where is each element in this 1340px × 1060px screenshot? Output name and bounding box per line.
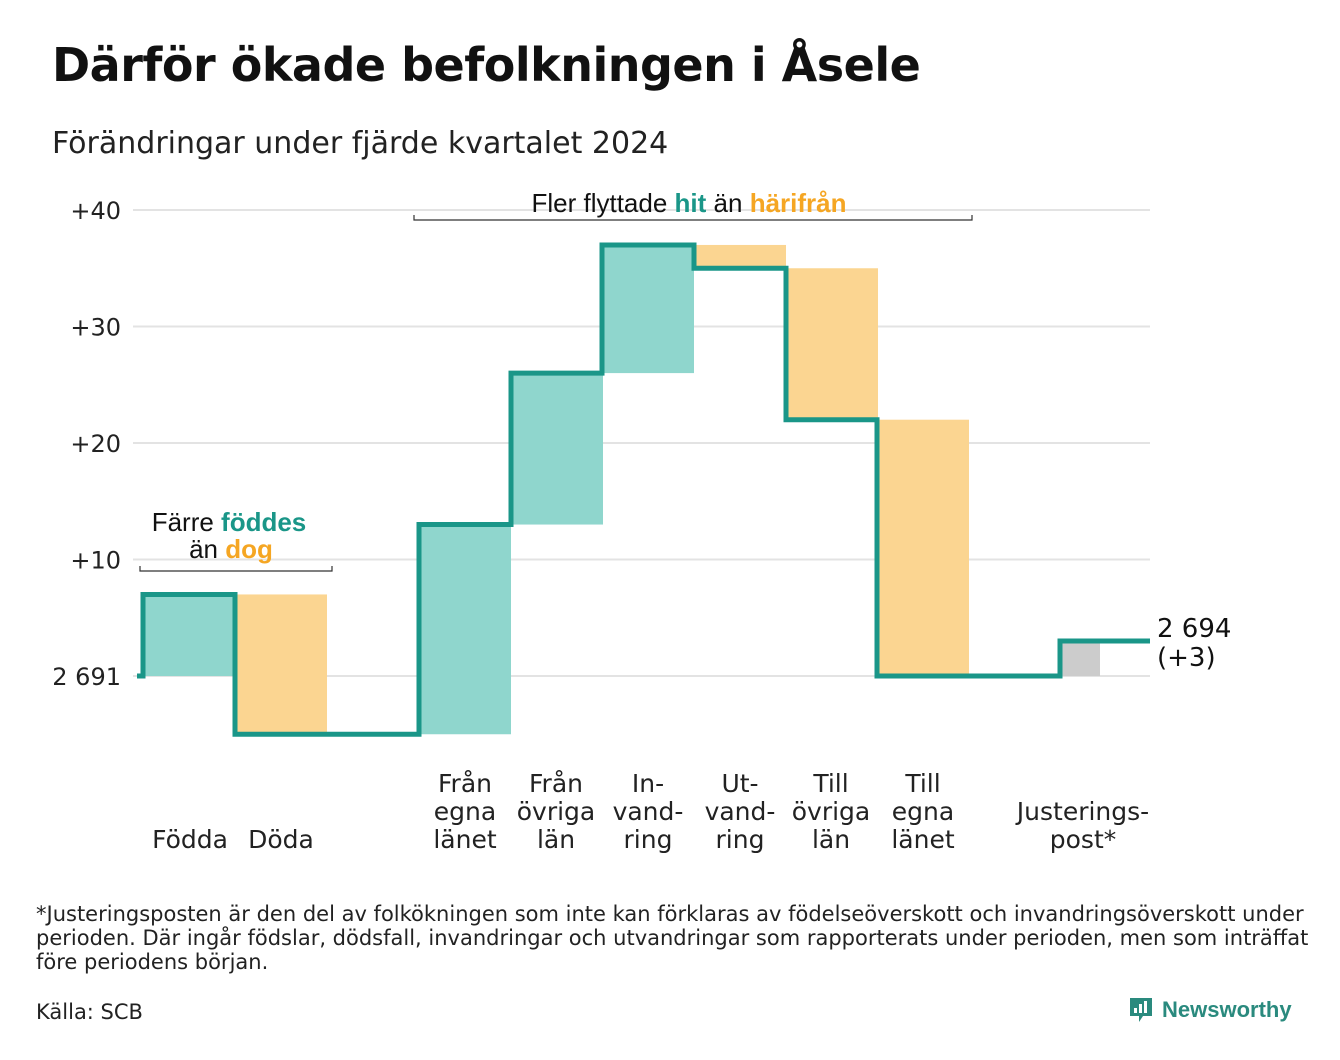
newsworthy-logo-icon [1130,998,1152,1022]
category-label: Döda [248,825,314,854]
category-label: Till [812,769,848,798]
category-label: övriga [792,797,871,826]
births-annotation-line1: Färre föddes [152,507,307,537]
category-label: egna [892,797,954,826]
y-tick-label: +20 [70,430,121,458]
annotation-text: Fler flyttade [531,188,674,218]
category-label: vand- [705,797,776,826]
bar [419,524,511,735]
category-label: Till [904,769,940,798]
bar [786,268,878,420]
y-tick-label: +10 [70,547,121,575]
category-label: post* [1050,825,1117,854]
category-label: län [812,825,850,854]
y-tick-label: +30 [70,314,121,342]
annotation-text: än [189,534,225,564]
footnote: *Justeringsposten är den del av folkökni… [36,902,1309,974]
bar [235,594,327,735]
category-label: In- [632,769,664,798]
births-bracket [139,566,333,572]
migration-annotation: Fler flyttade hit än härifrån [531,188,846,218]
category-label: ring [624,825,673,854]
category-label: länet [891,825,954,854]
category-label: Från [438,769,492,798]
bar [511,373,603,525]
annotation-text: Färre [152,507,221,537]
bar [602,244,694,374]
category-label: Justerings- [1015,797,1149,826]
chart-title: Därför ökade befolkningen i Åsele [52,38,921,92]
bar [694,244,786,269]
category-label: Födda [152,825,228,854]
cumulative-step-line [137,242,1150,737]
category-label: ring [716,825,765,854]
category-label: övriga [517,797,596,826]
annotation-text: än [706,188,749,218]
y-tick-label: 2 691 [52,663,121,691]
annotation-highlight: härifrån [750,188,847,218]
births-annotation-line2: än dog [189,534,273,564]
annotation-highlight: hit [675,188,707,218]
category-label: vand- [613,797,684,826]
source-note: Källa: SCB [36,1000,143,1024]
end-change-label: (+3) [1157,643,1216,673]
bars [143,244,1100,735]
category-label: Från [529,769,583,798]
step-line [137,242,1150,737]
migration-bracket [413,215,973,221]
annotation-highlight: dog [225,534,273,564]
annotation-highlight: föddes [221,507,306,537]
bar [143,594,235,676]
bar [877,419,969,676]
category-label: länet [433,825,496,854]
end-value-label: 2 694 [1157,614,1231,644]
chart-subtitle: Förändringar under fjärde kvartalet 2024 [52,126,669,161]
category-label: län [537,825,575,854]
category-label: egna [434,797,496,826]
y-tick-label: +40 [70,197,121,225]
category-label: Ut- [721,769,758,798]
brand-name: Newsworthy [1162,997,1292,1022]
brand-logo: Newsworthy [1128,996,1292,1024]
bar [1060,641,1100,676]
